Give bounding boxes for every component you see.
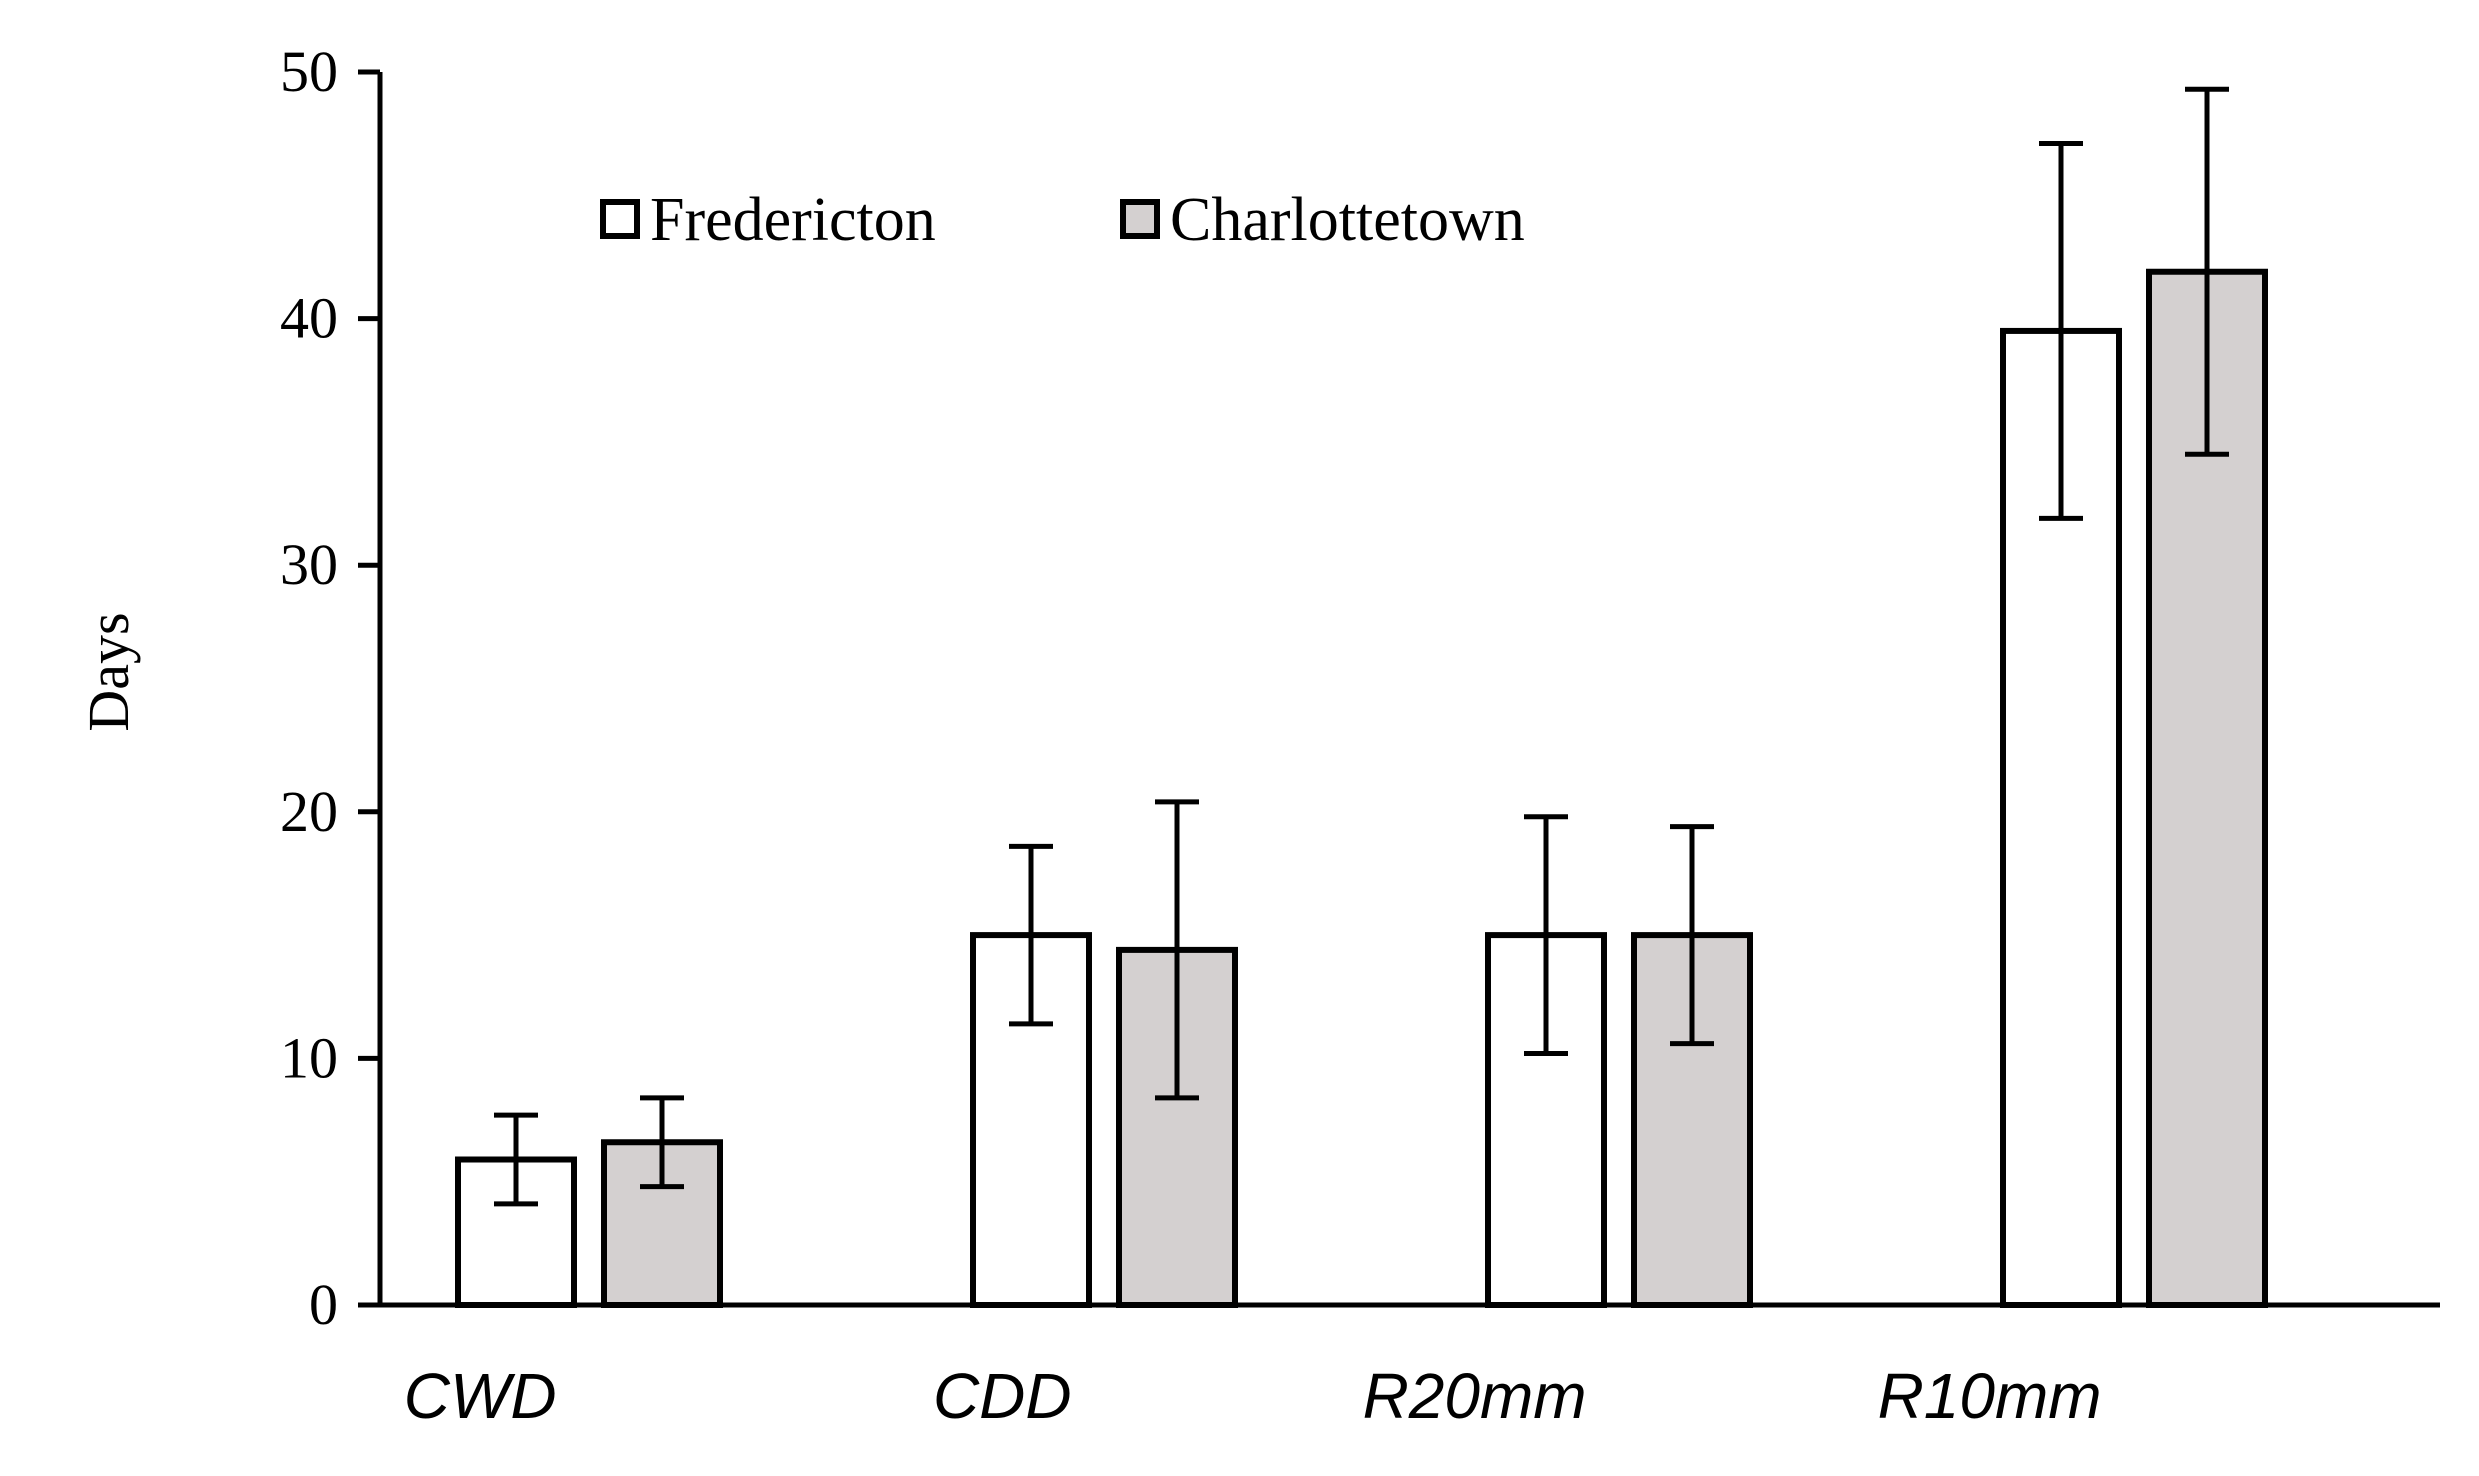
category-labels: CWD CDD R20mm R10mm	[404, 1360, 2102, 1432]
y-axis-title: Days	[76, 612, 141, 731]
legend-label-charlottetown: Charlottetown	[1170, 186, 1525, 254]
y-tick-label: 0	[309, 1272, 338, 1337]
legend: Fredericton Charlottetown	[600, 186, 1525, 254]
category-label-cdd: CDD	[933, 1360, 1072, 1432]
y-tick-label: 50	[280, 39, 338, 104]
legend-swatch-charlottetown	[1120, 199, 1160, 239]
y-tick-label: 20	[280, 779, 338, 844]
y-tick-label: 10	[280, 1025, 338, 1090]
bars	[455, 268, 2268, 1309]
y-axis: 0 10 20 30 40 50	[280, 39, 383, 1337]
legend-label-fredericton: Fredericton	[650, 186, 936, 254]
legend-swatch-fredericton	[600, 199, 640, 239]
y-tick-label: 30	[280, 532, 338, 597]
error-bars	[494, 86, 2229, 1207]
category-label-r20mm: R20mm	[1363, 1360, 1587, 1432]
category-label-cwd: CWD	[404, 1360, 557, 1432]
y-tick-label: 40	[280, 286, 338, 351]
category-label-r10mm: R10mm	[1878, 1360, 2102, 1432]
